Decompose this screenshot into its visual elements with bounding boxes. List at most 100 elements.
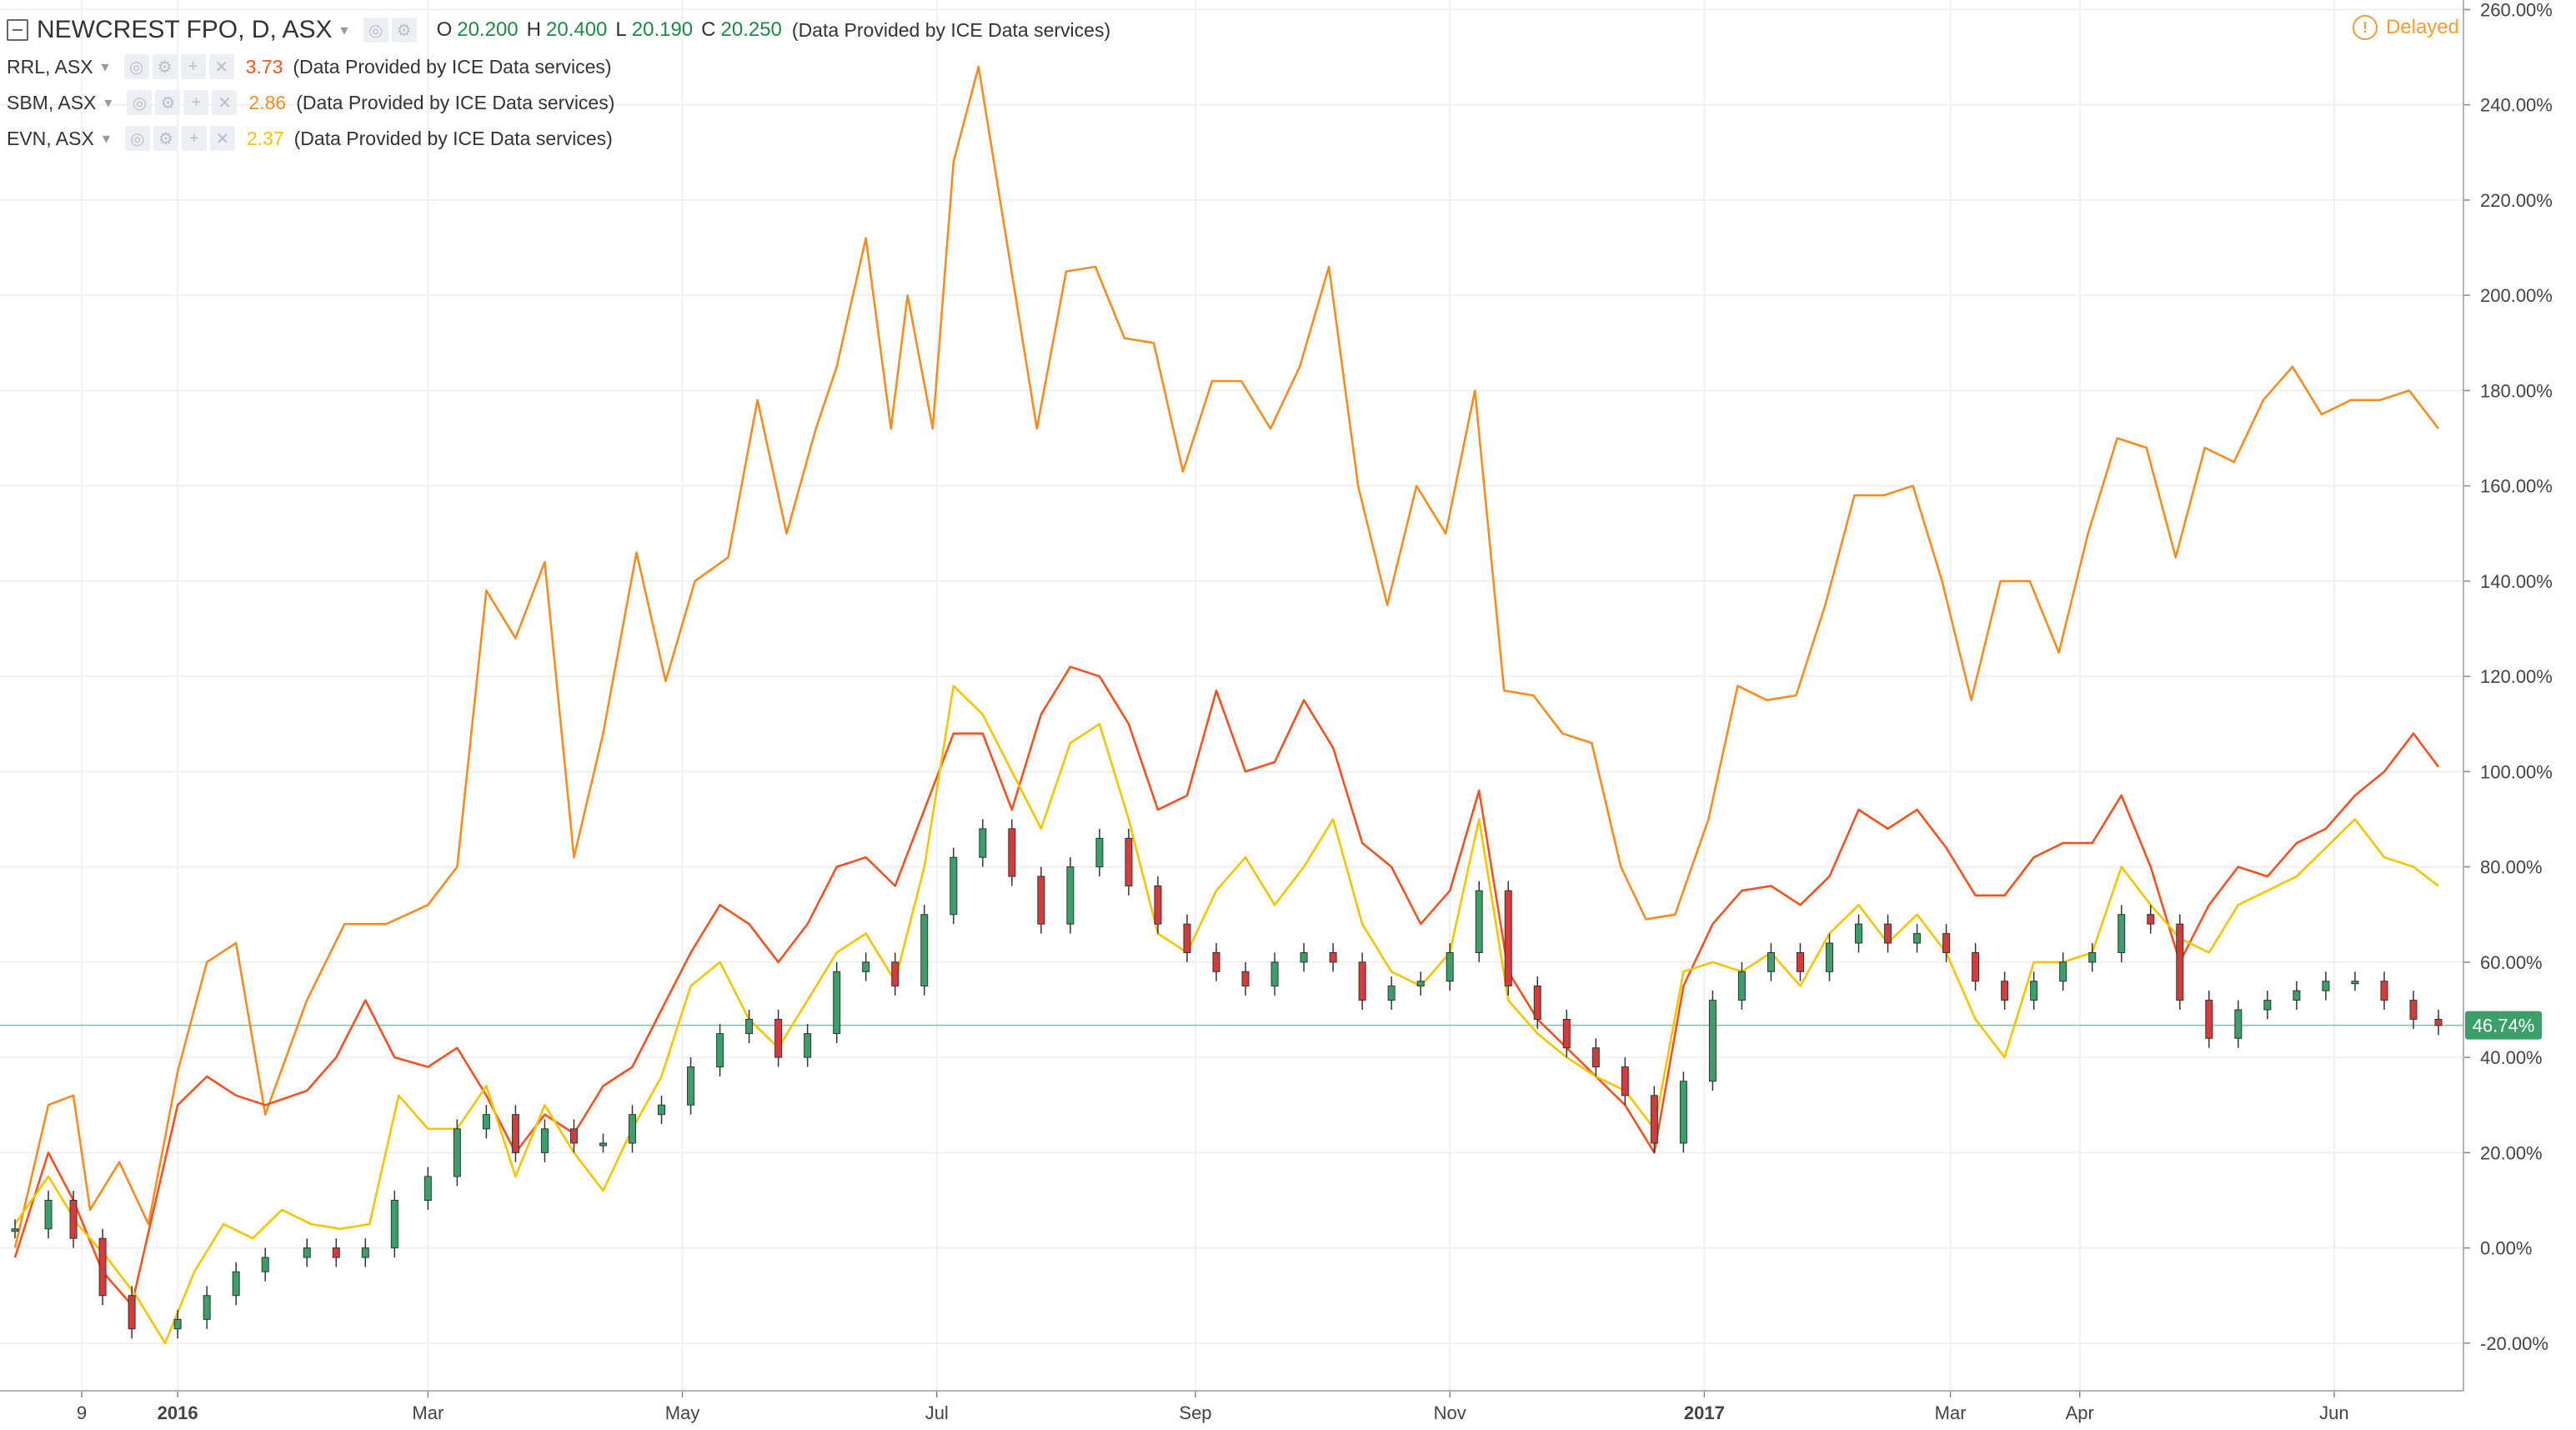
series-line-rrl bbox=[13, 665, 2440, 1307]
candle-body bbox=[1679, 1081, 1687, 1144]
candle-body bbox=[1125, 837, 1133, 886]
visibility-icon[interactable]: ◎ bbox=[127, 90, 153, 115]
candle-body bbox=[2147, 914, 2155, 925]
provider-text: (Data Provided by ICE Data services) bbox=[791, 18, 1111, 41]
candle-body bbox=[1796, 951, 1804, 972]
candle-body bbox=[1475, 890, 1483, 953]
delayed-indicator[interactable]: ! Delayed bbox=[2352, 15, 2459, 40]
candle-body bbox=[2205, 1000, 2213, 1039]
chevron-down-icon[interactable]: ▾ bbox=[340, 21, 348, 38]
legend-symbol[interactable]: EVN, ASX bbox=[7, 127, 94, 149]
x-axis-strip bbox=[0, 1424, 2576, 1426]
main-symbol-label[interactable]: NEWCREST FPO, D, ASX bbox=[37, 16, 333, 43]
x-tick-label: Nov bbox=[1434, 1402, 1466, 1423]
low-label: L bbox=[615, 18, 627, 41]
y-tick-label: 40.00% bbox=[2480, 1047, 2543, 1068]
chevron-down-icon[interactable]: ▾ bbox=[101, 58, 109, 75]
candle-body bbox=[1884, 923, 1892, 944]
y-tick-label: 20.00% bbox=[2480, 1142, 2543, 1163]
add-icon[interactable]: + bbox=[183, 90, 209, 115]
candle-body bbox=[332, 1247, 340, 1258]
x-tick-label: Mar bbox=[412, 1402, 444, 1423]
y-tick-label: 60.00% bbox=[2480, 952, 2543, 973]
candle-body bbox=[1037, 876, 1045, 925]
candle-body bbox=[1708, 1000, 1716, 1082]
y-tick-label: 180.00% bbox=[2480, 380, 2553, 401]
last-value-label: 46.74% bbox=[2473, 1016, 2535, 1036]
candle-body bbox=[2322, 981, 2330, 991]
legend-value: 3.73 bbox=[245, 55, 283, 78]
add-icon[interactable]: + bbox=[181, 126, 207, 151]
candle-body bbox=[979, 828, 987, 858]
visibility-icon[interactable]: ◎ bbox=[363, 18, 388, 43]
warning-icon: ! bbox=[2352, 15, 2378, 40]
candle-body bbox=[1942, 933, 1951, 953]
candle-body bbox=[44, 1200, 53, 1230]
series-controls: ◎ ⚙ + ✕ bbox=[123, 54, 234, 79]
candle-body bbox=[569, 1128, 578, 1144]
candle-body bbox=[128, 1295, 136, 1330]
candle-body bbox=[2409, 1000, 2418, 1020]
close-icon[interactable]: ✕ bbox=[209, 126, 235, 151]
legend-value: 2.37 bbox=[246, 127, 284, 149]
candle-body bbox=[833, 971, 841, 1035]
y-tick-label: 140.00% bbox=[2480, 571, 2553, 592]
visibility-icon[interactable]: ◎ bbox=[124, 126, 150, 151]
candle-body bbox=[482, 1114, 490, 1130]
legend-symbol[interactable]: RRL, ASX bbox=[7, 55, 93, 78]
chevron-down-icon[interactable]: ▾ bbox=[102, 129, 110, 147]
candle-layer bbox=[11, 819, 2443, 1339]
plot-background bbox=[0, 0, 2463, 1391]
add-icon[interactable]: + bbox=[180, 54, 206, 79]
candle-body bbox=[453, 1128, 461, 1177]
candle-body bbox=[69, 1200, 78, 1239]
settings-gear-icon[interactable]: ⚙ bbox=[153, 126, 178, 151]
candle-body bbox=[1913, 933, 1922, 944]
legend-symbol[interactable]: SBM, ASX bbox=[7, 91, 97, 113]
settings-gear-icon[interactable]: ⚙ bbox=[152, 54, 178, 79]
x-tick-label: Sep bbox=[1179, 1402, 1211, 1423]
candle-body bbox=[2176, 923, 2184, 1001]
chevron-down-icon[interactable]: ▾ bbox=[104, 93, 113, 111]
candle-body bbox=[1591, 1047, 1600, 1068]
series-controls: ◎ ⚙ bbox=[363, 18, 417, 43]
main-series-legend: NEWCREST FPO, D, ASX ▾ ◎ ⚙ O 20.200 H 20… bbox=[7, 13, 1110, 47]
grid-layer bbox=[0, 0, 2463, 1391]
candle-body bbox=[920, 914, 929, 986]
y-tick-label: 100.00% bbox=[2480, 761, 2553, 782]
x-tick-label: Mar bbox=[1935, 1402, 1967, 1423]
candle-body bbox=[1621, 1066, 1629, 1096]
legend-row-sbm: SBM, ASX ▾ ◎ ⚙ + ✕ 2.86 (Data Provided b… bbox=[7, 86, 614, 119]
candle-body bbox=[658, 1104, 666, 1116]
candle-body bbox=[1387, 985, 1396, 1001]
y-tick-label: 200.00% bbox=[2480, 285, 2553, 306]
candle-body bbox=[1329, 951, 1337, 963]
x-tick-label: May bbox=[665, 1402, 700, 1423]
series-line-evn bbox=[13, 685, 2439, 1345]
provider-text: (Data Provided by ICE Data services) bbox=[293, 127, 613, 149]
settings-gear-icon[interactable]: ⚙ bbox=[391, 18, 417, 43]
candle-body bbox=[1504, 890, 1512, 986]
candle-body bbox=[1300, 951, 1308, 963]
open-label: O bbox=[436, 18, 453, 41]
candle-body bbox=[716, 1033, 724, 1068]
candle-body bbox=[203, 1295, 211, 1320]
visibility-icon[interactable]: ◎ bbox=[123, 54, 149, 79]
close-icon[interactable]: ✕ bbox=[208, 54, 234, 79]
candle-body bbox=[1737, 971, 1746, 1001]
candle-body bbox=[804, 1033, 812, 1058]
candle-body bbox=[1972, 951, 1980, 982]
candle-body bbox=[1154, 885, 1162, 925]
y-tick-label: 160.00% bbox=[2480, 476, 2553, 497]
candle-body bbox=[1416, 981, 1425, 986]
candle-body bbox=[390, 1200, 398, 1249]
settings-gear-icon[interactable]: ⚙ bbox=[155, 90, 181, 115]
candle-body bbox=[361, 1247, 369, 1258]
candle-body bbox=[511, 1114, 519, 1153]
collapse-legend-icon[interactable] bbox=[7, 19, 28, 41]
candle-body bbox=[173, 1318, 182, 1330]
close-icon[interactable]: ✕ bbox=[212, 90, 238, 115]
candle-body bbox=[1650, 1095, 1658, 1144]
